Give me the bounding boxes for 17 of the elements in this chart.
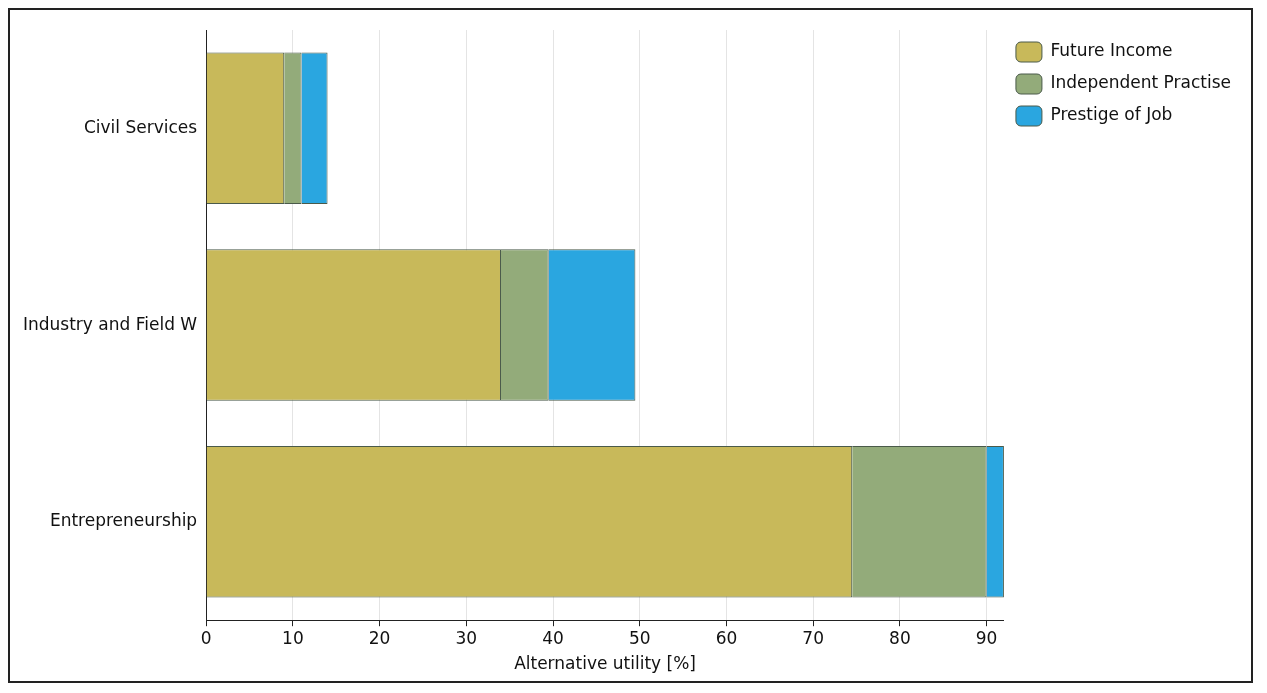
y-tick-label: Entrepreneurship [49, 510, 198, 531]
legend-label: Prestige of Job [1050, 104, 1173, 125]
x-tick-label: 80 [889, 627, 911, 648]
x-tick-label: 40 [542, 627, 564, 648]
x-tick-label: 70 [802, 627, 824, 648]
x-tick-label: 60 [715, 627, 738, 648]
x-tick-label: 20 [368, 627, 391, 648]
legend-label: Future Income [1050, 40, 1173, 61]
x-tick-label: 10 [282, 627, 304, 648]
x-axis-title: Alternative utility [%] [514, 653, 696, 674]
y-tick-label: Civil Services [83, 116, 198, 137]
legend-label: Independent Practise [1050, 72, 1232, 93]
y-tick-label: Industry and Field W [23, 313, 198, 334]
x-tick-label: 90 [975, 627, 998, 648]
x-tick-label: 30 [455, 627, 478, 648]
x-tick-label: 50 [628, 627, 651, 648]
x-tick-label: 0 [200, 627, 212, 648]
